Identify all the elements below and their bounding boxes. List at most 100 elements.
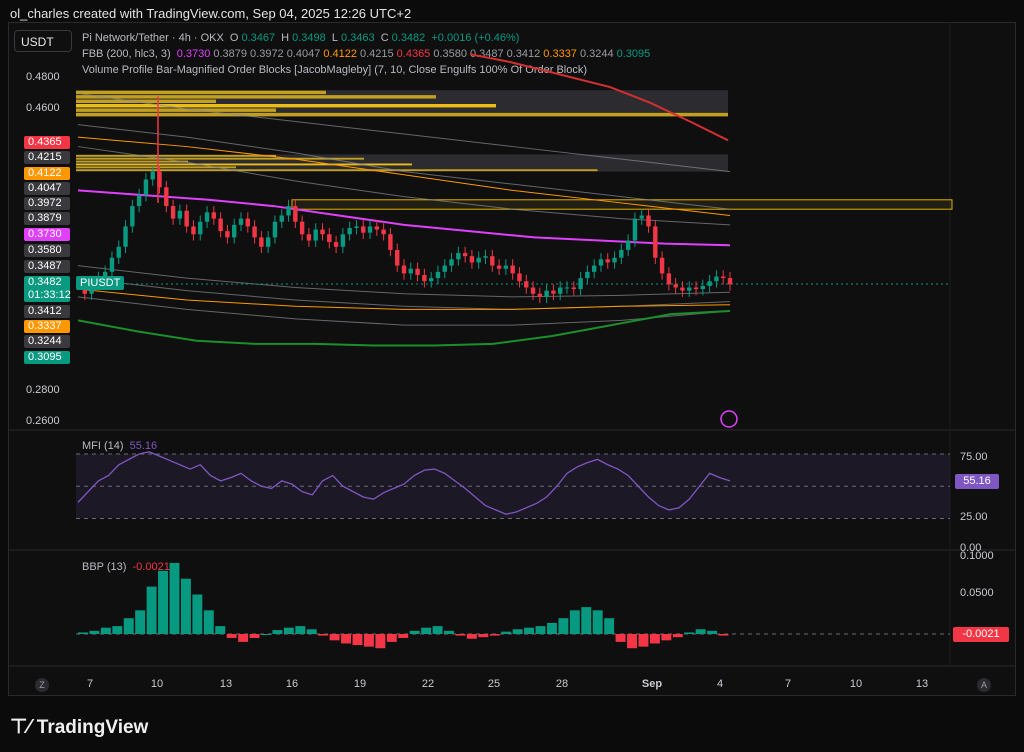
bbp-bar	[546, 622, 557, 634]
fbb-band-line-0	[77, 92, 731, 173]
candle-body	[136, 195, 142, 207]
candle-body	[721, 276, 726, 279]
time-axis-label: 7	[784, 678, 792, 690]
candle-body	[245, 218, 250, 227]
legend-title: Pi Network/Tether · 4h · OKX	[82, 32, 224, 44]
last-price-tag: 0.3482 01:33:12	[24, 276, 71, 302]
fbb-lower-green-line	[77, 309, 731, 347]
candle-body	[272, 221, 278, 238]
price-level-tag: 0.4047	[24, 182, 70, 195]
candle-body	[659, 257, 665, 274]
bbp-bar	[466, 634, 477, 639]
candle-body	[605, 259, 610, 263]
bbp-bar	[432, 626, 443, 634]
legend-close: 0.3482	[391, 32, 426, 44]
bbp-legend-value: -0.0021	[132, 561, 170, 573]
bbp-bar	[226, 634, 237, 638]
order-block-2	[291, 199, 953, 210]
legend-low: 0.3463	[340, 32, 375, 44]
mfi-title: MFI (14)	[82, 440, 124, 452]
price-axis-label: 0.4800	[26, 70, 60, 83]
price-level-tag: 0.3337	[24, 320, 70, 333]
bbp-bar	[604, 618, 615, 634]
fbb-value: 0.3879	[213, 48, 248, 60]
legend-high: 0.3498	[292, 32, 326, 44]
vp-legend[interactable]: Volume Profile Bar-Magnified Order Block…	[82, 64, 590, 76]
ob-volume-bar-0-3	[76, 103, 496, 108]
bbp-bar	[192, 594, 203, 634]
countdown-timer: 01:33:12	[28, 289, 71, 301]
candle-body	[625, 240, 631, 250]
ob-volume-bar-0-1	[76, 95, 436, 99]
candle-body	[707, 281, 712, 286]
candle-body	[456, 253, 461, 260]
bbp-legend[interactable]: BBP (13) -0.0021	[82, 561, 173, 573]
bbp-bar	[341, 634, 352, 644]
time-axis-label: 10	[150, 678, 164, 690]
candle-body	[164, 187, 169, 207]
price-level-tag: 0.3972	[24, 197, 70, 210]
fbb-legend[interactable]: FBB (200, hlc3, 3) 0.3730 0.3879 0.3972 0.4…	[82, 48, 653, 60]
legend-c-label: C	[380, 32, 389, 44]
ob-volume-bar-1-0	[76, 154, 276, 157]
candle-body	[639, 215, 644, 219]
symbol-search-button[interactable]: USDT	[14, 30, 72, 52]
candle-body	[374, 226, 380, 230]
price-level-tag: 0.3412	[24, 305, 70, 318]
candle-body	[225, 231, 230, 238]
mfi-axis-25: 25.00	[960, 511, 988, 523]
bbp-bar	[89, 630, 100, 634]
bbp-bar	[695, 629, 706, 634]
main-series-legend[interactable]: Pi Network/Tether · 4h · OKX O 0.3467 H 0.…	[82, 32, 522, 44]
candle-body	[442, 265, 447, 272]
candle-body	[82, 289, 87, 294]
bbp-bar	[627, 634, 637, 649]
bbp-bar	[135, 610, 146, 634]
bbp-bar	[718, 634, 729, 636]
bbp-bar	[295, 626, 306, 634]
fbb-upper-red-line	[469, 53, 729, 142]
fbb-orange-line-0	[77, 136, 731, 216]
bbp-bar	[249, 634, 260, 638]
mfi-legend-value: 55.16	[129, 440, 158, 452]
price-level-tag: 0.4365	[24, 136, 70, 149]
zoom-button[interactable]: Z	[35, 678, 49, 692]
time-axis-label: 7	[86, 678, 94, 690]
fbb-value: 0.3487	[469, 48, 504, 60]
candle-body	[286, 206, 291, 216]
alert-icon	[720, 410, 738, 428]
bbp-bar	[444, 630, 454, 634]
mfi-legend[interactable]: MFI (14) 55.16	[82, 440, 160, 452]
bbp-bar	[112, 626, 123, 634]
bbp-bar	[261, 634, 271, 635]
candle-body	[435, 271, 441, 279]
candle-body	[313, 229, 318, 241]
bbp-bar	[318, 634, 329, 636]
chart-caption: ol_charles created with TradingView.com,…	[10, 6, 412, 21]
bbp-bar	[146, 586, 157, 634]
candle-body	[130, 206, 135, 227]
candle-body	[496, 265, 502, 269]
candle-body	[517, 273, 522, 282]
candle-body	[177, 210, 183, 219]
auto-scale-button[interactable]: A	[977, 678, 991, 692]
vp-name: Volume Profile Bar-Magnified Order Block…	[82, 64, 588, 76]
legend-h-label: H	[281, 32, 290, 44]
ob-volume-bar-1-4	[76, 166, 236, 169]
candle-body	[157, 171, 162, 188]
bbp-axis-0.05: 0.0500	[960, 587, 994, 599]
bbp-bar	[238, 634, 249, 642]
ob-volume-bar-1-5	[76, 169, 598, 172]
candle-body	[361, 226, 366, 233]
candle-body	[388, 234, 393, 250]
ob-volume-bar-1-3	[76, 163, 412, 166]
candle-body	[320, 229, 325, 235]
time-axis-label: 19	[353, 678, 367, 690]
bbp-bar	[375, 634, 386, 649]
candle-body	[537, 293, 543, 297]
bbp-bar	[638, 634, 649, 647]
bbp-bar	[363, 634, 374, 647]
candle-body	[646, 215, 651, 227]
fbb-value: 0.3580	[433, 48, 467, 60]
